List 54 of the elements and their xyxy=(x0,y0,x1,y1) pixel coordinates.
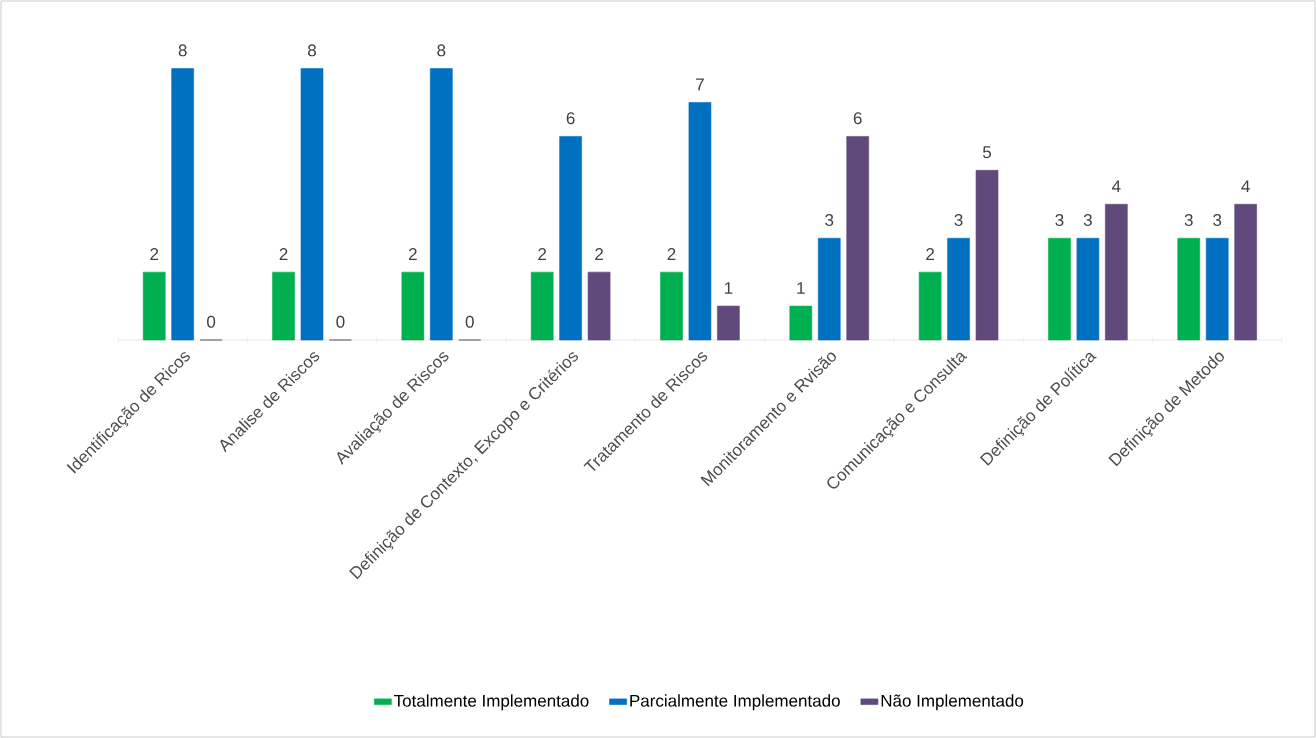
data-label: 2 xyxy=(150,248,159,260)
data-label: 2 xyxy=(595,248,603,260)
bar xyxy=(975,170,999,341)
bar xyxy=(1105,203,1128,341)
data-label: 2 xyxy=(408,248,417,260)
bar xyxy=(918,271,942,341)
bar xyxy=(1205,237,1229,341)
bar xyxy=(1234,203,1257,341)
data-label: 3 xyxy=(1055,213,1064,227)
data-label: 1 xyxy=(724,282,733,294)
data-label: 2 xyxy=(667,248,676,260)
data-label: 1 xyxy=(797,282,805,294)
bar xyxy=(401,271,425,341)
data-label: 6 xyxy=(566,112,575,125)
bar xyxy=(817,237,841,341)
data-label: 3 xyxy=(1184,213,1193,227)
data-label: 8 xyxy=(308,44,316,57)
data-label: 0 xyxy=(465,315,474,328)
bar xyxy=(530,271,554,341)
data-label: 3 xyxy=(825,213,834,227)
bar xyxy=(559,136,582,341)
data-label: 2 xyxy=(926,248,934,260)
bar xyxy=(947,237,970,341)
data-label: 7 xyxy=(696,78,704,91)
data-label: 8 xyxy=(437,44,446,57)
legend-label: Totalmente Implementado xyxy=(394,694,589,711)
data-label: 5 xyxy=(982,146,992,159)
bar xyxy=(846,136,869,341)
data-label: 2 xyxy=(538,248,547,260)
bar xyxy=(430,68,453,341)
bar xyxy=(717,305,740,341)
bar xyxy=(660,271,683,341)
bar xyxy=(142,271,166,341)
data-label: 0 xyxy=(336,315,345,328)
legend-label: Parcialmente Implementado xyxy=(630,694,840,711)
legend-label: Não Implementado xyxy=(881,694,1024,711)
bar xyxy=(272,271,295,341)
data-label: 0 xyxy=(207,315,216,328)
data-label: 4 xyxy=(1241,180,1250,193)
data-label: 6 xyxy=(853,112,862,125)
bar xyxy=(300,68,324,341)
data-label: 2 xyxy=(279,248,288,260)
bar xyxy=(1177,237,1201,341)
bar xyxy=(1076,237,1100,341)
bar xyxy=(171,68,194,341)
bar xyxy=(1048,237,1071,341)
data-label: 3 xyxy=(1213,213,1222,227)
data-label: 8 xyxy=(178,44,187,57)
data-label: 4 xyxy=(1112,180,1121,193)
bar xyxy=(688,102,712,341)
data-label: 3 xyxy=(1083,213,1092,227)
bar xyxy=(587,271,611,341)
bar xyxy=(789,305,813,341)
data-label: 3 xyxy=(954,213,963,227)
